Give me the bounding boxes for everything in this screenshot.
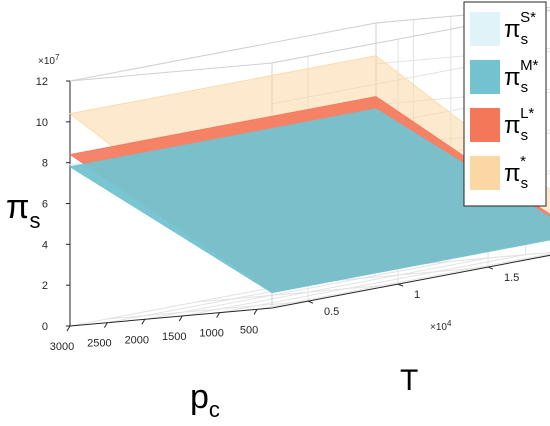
box-edge [69, 22, 377, 82]
y-tick-label: 1 [414, 289, 420, 301]
gridline [219, 254, 526, 314]
legend: πsS*πsM*πsL*πs* [463, 1, 547, 207]
z-tick-label: 0 [42, 321, 48, 333]
x-tick-label: 1500 [162, 331, 186, 343]
legend-swatch-3 [470, 156, 500, 190]
y-tick [307, 300, 314, 304]
gridline [182, 257, 489, 317]
y-exponent-label: ×104 [430, 319, 452, 333]
y-axis-label: T [400, 364, 418, 397]
gridline [105, 300, 309, 320]
svg-text:T: T [400, 364, 418, 397]
z-tick-label: 2 [42, 280, 48, 292]
z-tick-label: 8 [42, 158, 48, 170]
gridline [256, 253, 550, 310]
x-tick [66, 325, 71, 332]
y-tick [487, 266, 494, 270]
x-tick [103, 322, 108, 328]
z-tick-label: 4 [42, 239, 48, 251]
x-tick-label: 3000 [50, 341, 74, 353]
gridline [195, 283, 399, 303]
box-edge [69, 62, 273, 82]
legend-label-3: πs* [504, 153, 528, 192]
y-tick-label: 1.5 [504, 272, 519, 284]
y-axis-line [271, 254, 550, 309]
x-tick-label: 1000 [199, 328, 223, 340]
z-tick-label: 12 [36, 76, 48, 88]
x-tick-label: 2500 [87, 338, 111, 350]
x-axis-label: pc [190, 378, 220, 422]
y-tick [397, 283, 404, 287]
z-exponent-label: ×107 [38, 53, 60, 67]
x-tick [178, 315, 183, 322]
z-axis-label: πs [6, 188, 40, 233]
y-tick-label: 0.5 [324, 306, 339, 318]
z-tick-label: 6 [42, 199, 48, 211]
gridline [144, 260, 451, 320]
legend-swatch-2 [470, 108, 500, 142]
svg-text:πs: πs [6, 188, 40, 233]
surfaces [68, 55, 550, 294]
x-tick [253, 309, 258, 315]
x-axis-line [69, 307, 273, 327]
legend-swatch-1 [470, 60, 500, 94]
x-tick-label: 2000 [125, 334, 149, 346]
x-tick [216, 312, 221, 318]
x-tick [141, 319, 146, 325]
legend-swatch-0 [470, 12, 500, 46]
surface-1 [68, 108, 550, 294]
svg-text:pc: pc [190, 378, 220, 422]
x-tick-label: 500 [240, 324, 258, 336]
z-tick-label: 10 [36, 117, 48, 129]
